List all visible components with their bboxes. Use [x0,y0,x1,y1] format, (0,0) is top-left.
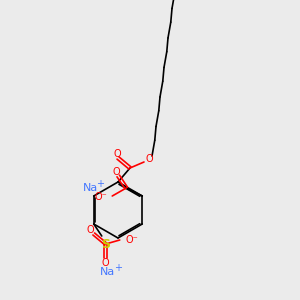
Text: O⁻: O⁻ [94,192,107,202]
Text: +: + [96,179,104,189]
Text: O: O [87,225,94,235]
Text: O: O [102,258,110,268]
Text: S: S [101,238,110,250]
Text: O: O [113,149,121,159]
Text: O: O [145,154,153,164]
Text: O: O [112,167,120,177]
Text: Na: Na [82,183,98,193]
Text: O⁻: O⁻ [126,235,139,245]
Text: +: + [114,263,122,273]
Text: Na: Na [100,267,116,277]
